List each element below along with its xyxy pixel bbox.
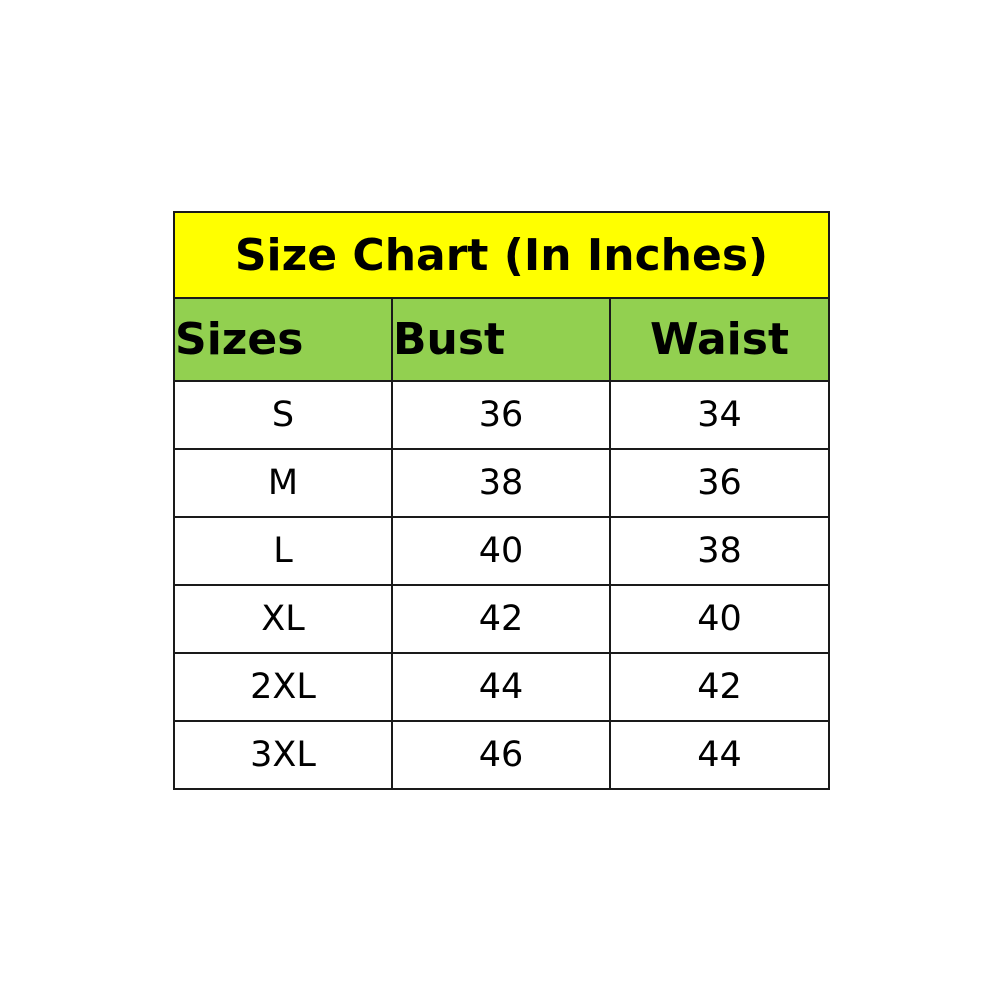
table-row: S 36 34 [173, 380, 830, 450]
column-header-waist: Waist [609, 297, 830, 382]
table-row: L 40 38 [173, 516, 830, 586]
waist-cell: 34 [609, 380, 830, 450]
waist-cell: 36 [609, 448, 830, 518]
table-row: XL 42 40 [173, 584, 830, 654]
table-row: M 38 36 [173, 448, 830, 518]
bust-cell: 40 [391, 516, 611, 586]
size-cell: S [173, 380, 393, 450]
waist-cell: 40 [609, 584, 830, 654]
column-header-sizes: Sizes [173, 297, 393, 382]
waist-cell: 42 [609, 652, 830, 722]
table-row: 2XL 44 42 [173, 652, 830, 722]
column-header-bust: Bust [391, 297, 611, 382]
bust-cell: 46 [391, 720, 611, 790]
bust-cell: 38 [391, 448, 611, 518]
size-cell: 3XL [173, 720, 393, 790]
header-row: Sizes Bust Waist [173, 297, 830, 382]
bust-cell: 44 [391, 652, 611, 722]
size-cell: XL [173, 584, 393, 654]
size-chart-table: Size Chart (In Inches) Sizes Bust Waist … [173, 211, 830, 790]
bust-cell: 36 [391, 380, 611, 450]
size-cell: L [173, 516, 393, 586]
size-cell: M [173, 448, 393, 518]
waist-cell: 38 [609, 516, 830, 586]
bust-cell: 42 [391, 584, 611, 654]
waist-cell: 44 [609, 720, 830, 790]
size-cell: 2XL [173, 652, 393, 722]
table-row: 3XL 46 44 [173, 720, 830, 790]
table-title: Size Chart (In Inches) [173, 211, 830, 299]
